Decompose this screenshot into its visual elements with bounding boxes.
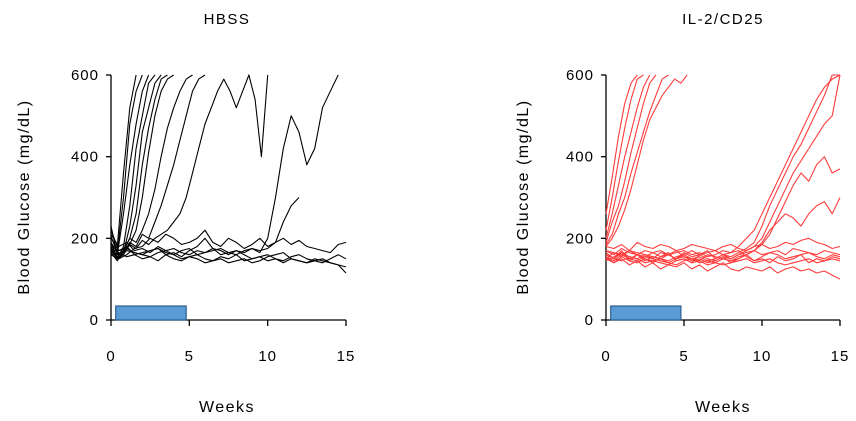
y-tick-label: 400 bbox=[566, 149, 594, 166]
series-line bbox=[110, 74, 193, 262]
series-line bbox=[605, 254, 841, 266]
series-line bbox=[110, 74, 174, 260]
y-tick-label: 0 bbox=[585, 312, 594, 329]
y-tick-label: 0 bbox=[90, 312, 99, 329]
series-line bbox=[605, 74, 644, 231]
chart-title: IL-2/CD25 bbox=[682, 11, 764, 28]
series-line bbox=[605, 74, 688, 247]
series-line bbox=[110, 248, 347, 274]
treatment-period-bar bbox=[115, 305, 187, 321]
series-line bbox=[605, 74, 669, 245]
series-line bbox=[110, 229, 347, 260]
y-tick-label: 200 bbox=[566, 230, 594, 247]
series-line bbox=[605, 74, 841, 264]
x-axis-label: Weeks bbox=[695, 399, 751, 416]
series-line bbox=[605, 74, 638, 214]
x-tick-label: 10 bbox=[753, 348, 772, 365]
x-tick-label: 5 bbox=[185, 348, 194, 365]
x-axis-label: Weeks bbox=[199, 399, 255, 416]
x-tick-label: 15 bbox=[831, 348, 850, 365]
series-line bbox=[605, 250, 841, 264]
y-axis-label: Blood Glucose (mg/dL) bbox=[515, 99, 532, 294]
x-tick-label: 15 bbox=[337, 348, 356, 365]
y-tick-label: 200 bbox=[71, 230, 99, 247]
series-line bbox=[605, 74, 651, 239]
traces-group bbox=[605, 74, 841, 321]
series-line bbox=[110, 197, 300, 256]
chart-panel-il2-cd25: IL-2/CD25 Blood Glucose (mg/dL) Weeks 0 … bbox=[515, 11, 850, 416]
series-line bbox=[605, 237, 841, 252]
series-line bbox=[605, 74, 657, 243]
treatment-period-bar bbox=[610, 305, 682, 321]
series-line bbox=[110, 74, 156, 260]
series-line bbox=[605, 256, 841, 280]
y-tick-label: 400 bbox=[71, 149, 99, 166]
x-tick-label: 0 bbox=[601, 348, 610, 365]
series-line bbox=[605, 74, 840, 262]
y-tick-label: 600 bbox=[71, 67, 99, 84]
traces-group bbox=[110, 74, 347, 321]
series-line bbox=[605, 74, 841, 258]
chart-title: HBSS bbox=[204, 11, 251, 28]
chart-panel-hbss: HBSS Blood Glucose (mg/dL) Weeks 0 200 4… bbox=[16, 11, 356, 416]
series-line bbox=[110, 74, 137, 248]
x-tick-label: 10 bbox=[258, 348, 277, 365]
x-tick-label: 0 bbox=[106, 348, 115, 365]
y-tick-label: 600 bbox=[566, 67, 594, 84]
y-axis-label: Blood Glucose (mg/dL) bbox=[16, 99, 33, 294]
series-line bbox=[110, 237, 347, 264]
series-line bbox=[605, 156, 841, 266]
series-line bbox=[605, 197, 841, 262]
x-tick-label: 5 bbox=[679, 348, 688, 365]
series-line bbox=[110, 74, 269, 256]
